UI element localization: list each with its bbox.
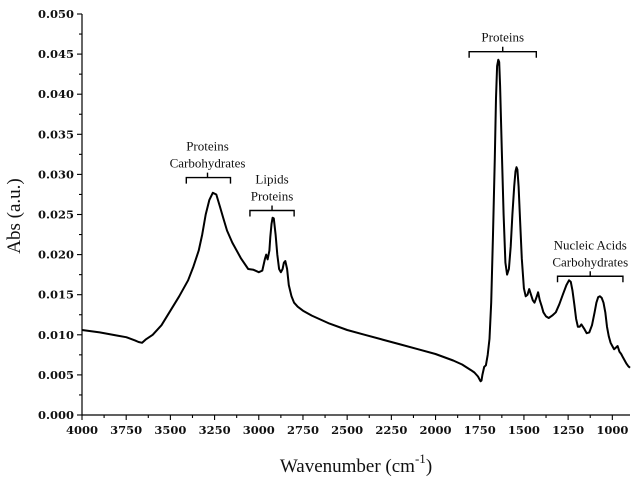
x-tick-label-3000: 3000 xyxy=(243,423,275,437)
y-tick-label-0.035: 0.035 xyxy=(38,127,74,141)
y-tick-label-0.030: 0.030 xyxy=(38,167,74,181)
x-tick-label-3500: 3500 xyxy=(154,423,186,437)
y-tick-label-0.040: 0.040 xyxy=(38,87,74,101)
x-axis-title-main: Wavenumber (cm xyxy=(280,456,415,477)
annotation-nucleic-acids-carbohydrates-line-1: Nucleic Acids xyxy=(554,237,627,252)
x-tick-label-1750: 1750 xyxy=(464,423,496,437)
bracket-proteins xyxy=(468,46,538,58)
y-tick-label-0.045: 0.045 xyxy=(38,47,74,61)
y-tick-label-0.015: 0.015 xyxy=(38,288,74,302)
x-tick-label-3250: 3250 xyxy=(199,423,231,437)
annotation-lipids-proteins-line-1: Lipids xyxy=(255,171,288,186)
bracket-nucleic-acids-carbohydrates xyxy=(556,271,624,283)
y-ticks: 0.000 0.005 0.010 0.015 0.020 0.025 0.030 0.035… xyxy=(38,7,82,422)
annotation-lipids-proteins-line-2: Proteins xyxy=(251,188,294,203)
x-tick-label-2250: 2250 xyxy=(375,423,407,437)
x-tick-label-1000: 1000 xyxy=(596,423,628,437)
axes xyxy=(81,14,630,416)
x-tick-label-2750: 2750 xyxy=(287,423,319,437)
y-tick-label-0.020: 0.020 xyxy=(38,248,74,262)
annotation-proteins-carbohydrates-line-1: Proteins xyxy=(186,139,229,154)
annotation-proteins-line-1: Proteins xyxy=(481,30,524,45)
y-tick-label-0.050: 0.050 xyxy=(38,7,74,21)
x-axis-title-close: ) xyxy=(426,456,432,477)
x-tick-label-3750: 3750 xyxy=(110,423,142,437)
x-tick-label-4000: 4000 xyxy=(66,423,98,437)
x-tick-label-1500: 1500 xyxy=(508,423,540,437)
y-tick-label-0.025: 0.025 xyxy=(38,208,74,222)
x-axis-title-superscript: -1 xyxy=(415,451,426,466)
x-tick-label-2000: 2000 xyxy=(420,423,452,437)
y-tick-label-0.010: 0.010 xyxy=(38,328,74,342)
annotations: Proteins Carbohydrates Lipids Proteins Prote… xyxy=(170,30,628,283)
y-axis-title: Abs (a.u.) xyxy=(4,178,25,253)
annotation-proteins-carbohydrates-line-2: Carbohydrates xyxy=(170,156,246,171)
bracket-proteins-carbohydrates xyxy=(185,172,232,184)
x-axis-title: Wavenumber (cm-1) xyxy=(280,451,432,477)
y-tick-label-0.005: 0.005 xyxy=(38,368,74,382)
spectrum-line xyxy=(81,58,631,383)
x-tick-label-1250: 1250 xyxy=(552,423,584,437)
y-tick-label-0.000: 0.000 xyxy=(38,408,74,422)
x-ticks: 4000 3750 3500 3250 3000 2750 2500 2250 2000 1750… xyxy=(66,415,628,437)
x-tick-label-2500: 2500 xyxy=(331,423,363,437)
annotation-nucleic-acids-carbohydrates-line-2: Carbohydrates xyxy=(552,254,628,269)
bracket-lipids-proteins xyxy=(249,205,295,217)
